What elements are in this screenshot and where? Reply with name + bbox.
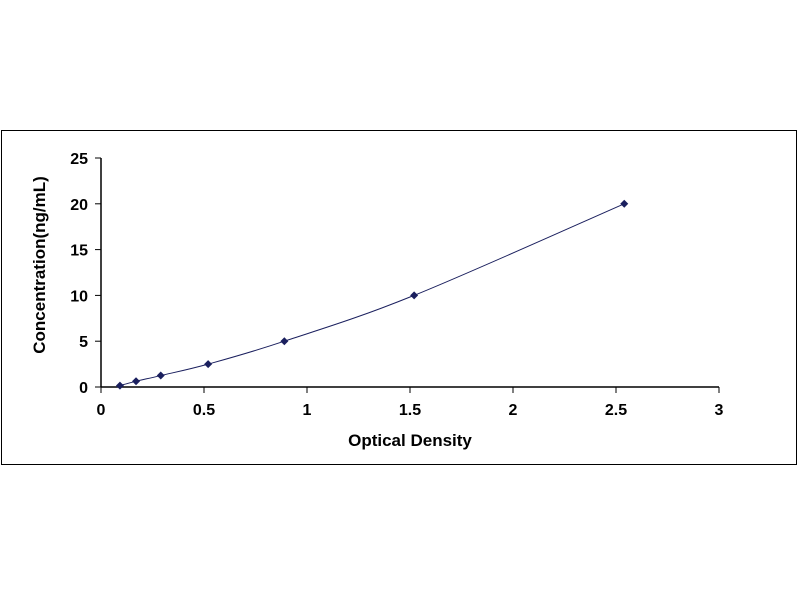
x-axis-label: Optical Density xyxy=(348,431,472,450)
chart-frame xyxy=(1,130,797,465)
x-tick-label: 1 xyxy=(303,402,312,419)
y-tick-label: 0 xyxy=(79,380,88,397)
data-point xyxy=(115,381,124,390)
data-point xyxy=(410,291,419,300)
x-tick-label: 2.5 xyxy=(605,402,627,419)
x-tick-label: 2 xyxy=(509,402,518,419)
y-tick-label: 10 xyxy=(70,288,88,305)
y-tick-label: 25 xyxy=(70,151,88,168)
x-tick-label: 3 xyxy=(715,402,724,419)
y-tick-label: 20 xyxy=(70,197,88,214)
data-point xyxy=(620,199,629,208)
data-point xyxy=(280,337,289,346)
y-tick-label: 15 xyxy=(70,243,88,260)
y-axis-label: Concentration(ng/mL) xyxy=(30,176,49,354)
x-tick-label: 0 xyxy=(97,402,106,419)
data-point xyxy=(156,371,165,380)
x-tick-label: 1.5 xyxy=(399,402,421,419)
data-point xyxy=(204,360,213,369)
fit-curve xyxy=(119,203,625,387)
y-tick-label: 5 xyxy=(79,334,88,351)
data-point xyxy=(132,377,141,386)
x-tick-label: 0.5 xyxy=(193,402,215,419)
